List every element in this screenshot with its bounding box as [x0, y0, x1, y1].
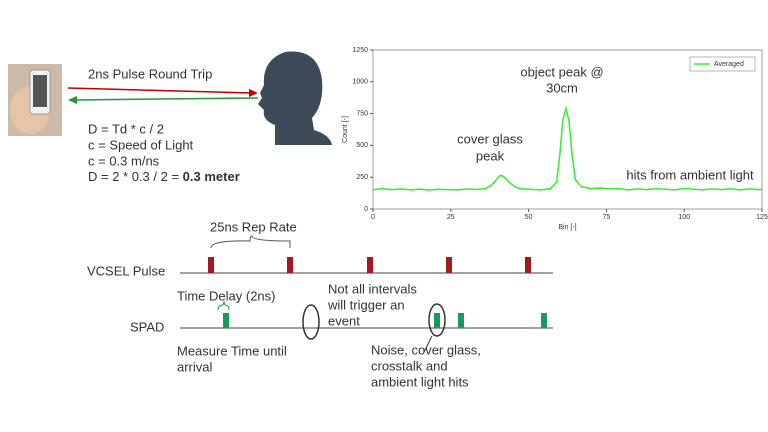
result: 0.3 meter — [183, 169, 240, 184]
equation: c = 0.3 m/ns — [88, 153, 160, 168]
annotation: object peak @ — [520, 64, 603, 79]
bracket — [217, 300, 230, 311]
note: Measure Time until — [177, 343, 287, 358]
equation: D = 2 * 0.3 / 2 = — [88, 169, 183, 184]
data-line — [372, 105, 763, 191]
x-tick-label: 75 — [603, 214, 611, 221]
spad-label: SPAD — [130, 319, 164, 334]
head-silhouette — [258, 51, 332, 145]
note: arrival — [177, 359, 213, 374]
annotation: peak — [476, 148, 505, 163]
vcsel-label: VCSEL Pulse — [87, 263, 165, 278]
pulse-label: 2ns Pulse Round Trip — [88, 66, 212, 81]
y-tick-label: 1000 — [352, 79, 368, 86]
legend-box — [689, 56, 756, 72]
x-tick-label: 125 — [756, 214, 768, 221]
vcsel-track — [180, 257, 553, 274]
y-tick-label: 250 — [356, 174, 368, 181]
y-tick-label: 500 — [356, 142, 368, 149]
arrows — [67, 87, 259, 104]
spad-track — [180, 303, 553, 353]
x-axis-label: Bin [-] — [558, 224, 576, 231]
delay-label: Time Delay (2ns) — [177, 288, 275, 303]
rep-rate-label: 25ns Rep Rate — [210, 219, 297, 234]
note: event — [328, 313, 360, 328]
legend-label: Averaged — [714, 61, 744, 68]
equation: D = Td * c / 2 — [88, 121, 164, 136]
annotation: hits from ambient light — [626, 167, 754, 182]
annotation: 30cm — [546, 80, 578, 95]
plot-frame — [372, 49, 763, 210]
x-tick-label: 25 — [447, 214, 455, 221]
note: will trigger an — [327, 297, 405, 312]
bracket — [210, 235, 291, 249]
x-tick-label: 100 — [678, 214, 690, 221]
note: Not all intervals — [328, 281, 417, 296]
y-tick-label: 0 — [364, 206, 368, 213]
x-tick-label: 50 — [525, 214, 533, 221]
annotation: cover glass — [457, 131, 523, 146]
equation: c = Speed of Light — [88, 137, 194, 152]
x-tick-label: 0 — [371, 214, 375, 221]
note: ambient light hits — [371, 374, 469, 389]
y-axis-label: Count [-] — [342, 116, 349, 143]
y-tick-label: 750 — [356, 110, 368, 117]
equation: D = 2 * 0.3 / 2 = 0.3 meter — [88, 169, 240, 184]
note: crosstalk and — [371, 358, 448, 373]
phone-photo — [8, 64, 62, 136]
chart: 0 250 500 750 1000 1250 0 25 50 75 100 125 Bin [-] Co… — [342, 47, 768, 231]
note: Noise, cover glass, — [371, 342, 481, 357]
y-tick-label: 1250 — [352, 47, 368, 54]
